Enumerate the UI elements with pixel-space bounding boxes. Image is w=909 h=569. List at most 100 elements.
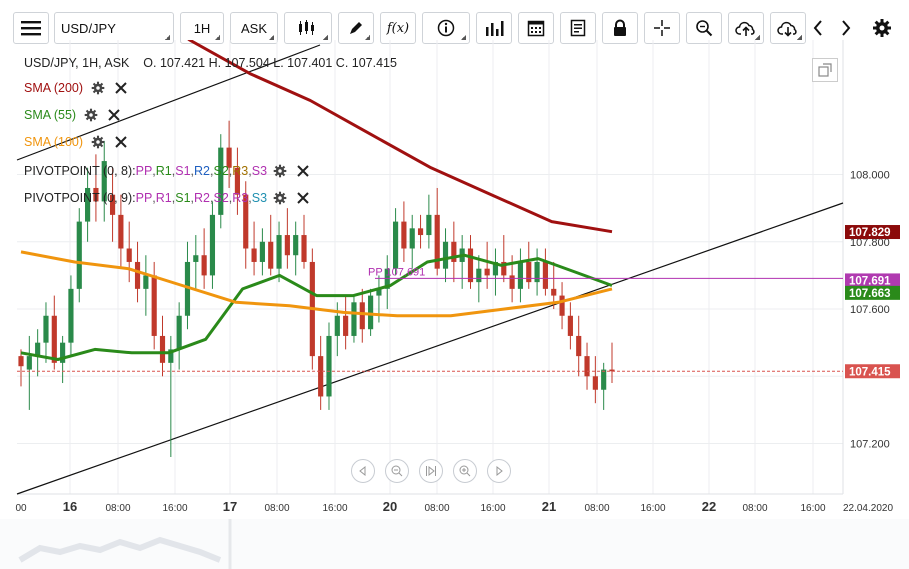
separator: ,: [248, 164, 252, 178]
time-tick: 16:00: [322, 503, 347, 514]
download-button[interactable]: [770, 12, 806, 44]
close-icon[interactable]: [115, 136, 127, 148]
gear-icon[interactable]: [84, 108, 98, 122]
pivot-level-label: R3: [232, 164, 249, 178]
chevron-right-icon: [842, 20, 851, 36]
candle-body: [134, 261, 141, 289]
crosshair-button[interactable]: [644, 12, 680, 44]
gear-icon[interactable]: [273, 191, 287, 205]
separator: ,: [190, 191, 195, 205]
candle-body: [26, 356, 32, 370]
gear-icon[interactable]: [91, 135, 105, 149]
navigator-preview: [0, 519, 909, 569]
hamburger-menu-icon: [21, 21, 41, 36]
dropdown-corner-icon: [269, 35, 274, 40]
time-tick: 16:00: [480, 503, 505, 514]
separator: ,: [171, 164, 176, 178]
price-side-selector[interactable]: ASK: [230, 12, 278, 44]
lock-button[interactable]: [602, 12, 638, 44]
candle-body: [467, 248, 474, 283]
price-label: 107.663: [849, 288, 891, 300]
dropdown-corner-icon: [755, 35, 760, 40]
candle-body: [168, 349, 174, 363]
candle-body: [334, 315, 340, 336]
gear-icon[interactable]: [91, 81, 105, 95]
candle-body: [293, 235, 299, 256]
dropdown-corner-icon: [797, 35, 802, 40]
candle-body: [409, 228, 415, 249]
dropdown-corner-icon: [323, 35, 328, 40]
trend-line: [16, 202, 844, 495]
bars-icon: [486, 21, 504, 36]
indicator-label: SMA (100): [24, 135, 84, 149]
zoom-button[interactable]: [686, 12, 722, 44]
candle-body: [176, 315, 182, 350]
candle-body: [93, 187, 99, 202]
candles-icon: [299, 20, 314, 35]
close-icon[interactable]: [297, 165, 309, 177]
interval-selector[interactable]: 1H: [180, 12, 224, 44]
chart-type-button[interactable]: [284, 12, 332, 44]
close-icon[interactable]: [115, 82, 127, 94]
menu-button[interactable]: [13, 12, 49, 44]
fullscreen-toggle[interactable]: [812, 58, 838, 82]
crosshair-icon: [654, 20, 670, 36]
candle-body: [51, 315, 57, 363]
draw-tool-button[interactable]: [338, 12, 374, 44]
candle-body: [576, 335, 582, 357]
document-button[interactable]: [560, 12, 596, 44]
candle-body: [551, 288, 557, 296]
candle-body: [226, 147, 232, 168]
info-button[interactable]: [422, 12, 470, 44]
dropdown-corner-icon: [215, 35, 220, 40]
candle-body: [193, 255, 199, 262]
close-icon[interactable]: [108, 109, 120, 121]
candle-body: [401, 221, 407, 249]
settings-button[interactable]: [868, 12, 896, 44]
price-label: 107.829: [849, 227, 891, 239]
candle-body: [484, 268, 490, 276]
candle-body: [451, 241, 457, 262]
indicator-legend-row: SMA (200): [24, 81, 127, 95]
pivot-indicator-label: PIVOTPOINT (0, 9): [24, 191, 133, 205]
calendar-button[interactable]: [518, 12, 554, 44]
indicators-button[interactable]: f(x): [380, 12, 416, 44]
price-side-label: ASK: [240, 20, 267, 36]
time-tick: 20: [383, 499, 397, 514]
candle-body: [259, 241, 265, 262]
pivot-level-label: PP: [135, 191, 153, 205]
candle-body: [218, 147, 224, 215]
indicator-legend-row: SMA (55): [24, 108, 120, 122]
price-axis: 108.000 107.800 107.600 107.200 107.829 107.6…: [845, 170, 900, 451]
candle-body: [434, 214, 440, 269]
scroll-left-button[interactable]: [351, 459, 375, 483]
scroll-forward-button[interactable]: [834, 12, 858, 44]
zoom-in-icon: [459, 465, 471, 477]
cloud-upload-icon: [735, 21, 755, 36]
time-tick: 16:00: [800, 503, 825, 514]
candle-body: [85, 187, 91, 222]
price-tick: 107.600: [850, 304, 890, 316]
reset-button[interactable]: [419, 459, 443, 483]
time-tick: 08:00: [424, 503, 449, 514]
candle-body: [118, 214, 124, 249]
pivot-line-label: PP 107.691: [368, 266, 425, 278]
ohlc-header: USD/JPY, 1H, ASK O. 107.421 H. 107.504 L…: [24, 56, 397, 70]
upload-button[interactable]: [728, 12, 764, 44]
zoom-out-button[interactable]: [385, 459, 409, 483]
candle-body: [318, 356, 324, 397]
price-label-bg: [845, 273, 900, 288]
gear-icon[interactable]: [273, 164, 287, 178]
price-chart[interactable]: PP 107.691 108.000107.800107.600107.2001…: [0, 40, 909, 569]
symbol-selector[interactable]: USD/JPY: [54, 12, 174, 44]
separator: ,: [210, 191, 214, 205]
fx-icon: f(x): [386, 20, 410, 36]
bars-button[interactable]: [476, 12, 512, 44]
toolbar: USD/JPY 1H ASK f(x): [0, 0, 909, 56]
zoom-in-button[interactable]: [453, 459, 477, 483]
scroll-right-button[interactable]: [487, 459, 511, 483]
pivot-level-label: PP: [135, 164, 153, 178]
scroll-back-button[interactable]: [806, 12, 830, 44]
pivot-level-label: S2: [213, 191, 229, 205]
close-icon[interactable]: [297, 192, 309, 204]
